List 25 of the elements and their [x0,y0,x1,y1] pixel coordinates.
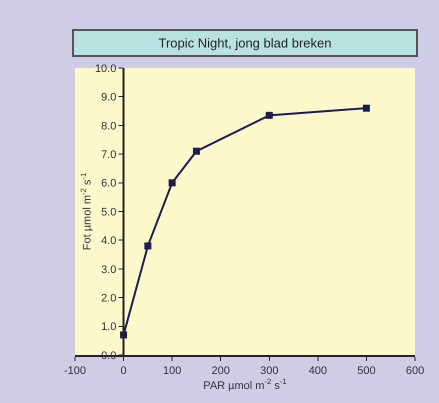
x-tick-label: 100 [162,365,182,378]
x-tick-label: 600 [406,365,424,378]
x-tick-label: -100 [64,365,86,378]
y-tick-label: 3.0 [101,264,116,276]
y-tick-label: 10.0 [94,62,116,75]
point [362,104,370,112]
y-tick-label: 6.0 [101,178,116,190]
x-tick-label: 400 [308,365,328,378]
point [266,112,273,119]
chart-title: Tropic Night, jong blad breken [158,36,332,50]
y-tick-label: 8.0 [101,120,116,132]
x-tick-label: 300 [260,365,278,378]
y-tick-label: 2.0 [101,292,116,304]
y-tick-label: 1.0 [101,321,116,334]
x-tick-label: 500 [357,365,376,378]
y-tick-label: 4.0 [101,235,116,248]
point [168,179,176,186]
x-tick-label: 0 [120,365,127,378]
y-tick-label: 5.0 [101,206,116,218]
point [192,148,200,155]
point [144,242,152,250]
x-axis-title: PAR µmol m$^{-2}$ s$^{-1}$ [203,377,287,392]
y-tick-label: 7.0 [101,148,116,161]
y-tick-label: 9.0 [101,92,116,104]
x-tick-label: 200 [212,365,230,378]
